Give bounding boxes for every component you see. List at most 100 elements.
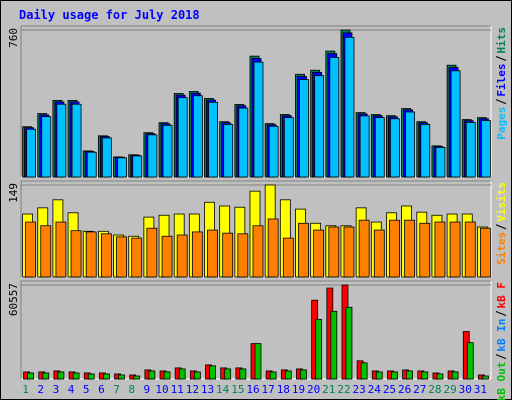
bar xyxy=(72,372,80,380)
bar xyxy=(406,370,414,380)
x-tick-label: 22 xyxy=(337,383,350,396)
x-tick-label: 12 xyxy=(186,383,199,396)
legend-separator xyxy=(495,224,507,230)
bar xyxy=(345,306,353,380)
bar xyxy=(131,237,143,278)
bar xyxy=(373,229,385,278)
bar xyxy=(117,157,127,178)
bar xyxy=(328,226,340,278)
bar xyxy=(282,237,294,278)
bar xyxy=(391,371,398,380)
bar xyxy=(223,123,234,178)
bar xyxy=(71,103,82,178)
legend-label: Hits xyxy=(495,27,508,54)
bar xyxy=(191,231,203,278)
x-tick-label: 11 xyxy=(171,383,184,396)
x-tick-label: 19 xyxy=(292,383,305,396)
bar xyxy=(100,233,112,278)
bar xyxy=(480,227,491,278)
bar xyxy=(148,370,156,380)
x-tick-label: 29 xyxy=(443,383,456,396)
x-tick-label: 16 xyxy=(246,383,259,396)
bar xyxy=(193,371,201,380)
x-tick-label: 1 xyxy=(22,383,29,396)
bar xyxy=(269,371,277,380)
bar xyxy=(57,371,65,380)
x-tick-label: 7 xyxy=(113,383,120,396)
x-tick-label: 25 xyxy=(383,383,396,396)
legend-label: Sites xyxy=(495,232,508,265)
legend-label: kB F xyxy=(495,282,508,309)
bar xyxy=(389,219,400,278)
y-tick-label: 60557 xyxy=(7,283,20,316)
bar xyxy=(55,221,67,278)
bar xyxy=(466,342,474,380)
bar xyxy=(86,151,97,178)
bar xyxy=(481,120,491,178)
legend: Sites Visits xyxy=(495,182,508,265)
x-tick-label: 26 xyxy=(398,383,411,396)
bar xyxy=(208,101,218,178)
x-tick-label: 17 xyxy=(262,383,275,396)
bar xyxy=(192,95,203,178)
bar xyxy=(420,123,431,178)
bar xyxy=(25,221,36,278)
bar xyxy=(329,57,340,178)
bar xyxy=(482,375,489,380)
bar xyxy=(85,231,97,278)
bar xyxy=(360,362,368,380)
bar xyxy=(419,222,431,278)
bar xyxy=(102,373,110,380)
bar xyxy=(252,225,264,278)
bar xyxy=(314,75,325,178)
bar xyxy=(283,117,294,178)
x-tick-label: 14 xyxy=(216,383,230,396)
bar xyxy=(465,122,476,178)
legend-label: kB Out xyxy=(495,362,508,400)
legend-separator xyxy=(495,56,507,61)
bar xyxy=(161,235,173,278)
x-tick-label: 2 xyxy=(37,383,44,396)
bar xyxy=(374,117,385,178)
x-tick-label: 18 xyxy=(277,383,290,396)
bar xyxy=(133,375,141,380)
bar xyxy=(207,229,218,278)
legend-separator xyxy=(495,354,507,360)
bar xyxy=(313,229,325,278)
bar xyxy=(101,137,112,178)
bar xyxy=(284,370,292,380)
bar xyxy=(176,234,188,278)
bar xyxy=(42,372,50,380)
bar xyxy=(435,147,446,178)
bar xyxy=(298,222,309,278)
bar xyxy=(26,128,36,178)
bar xyxy=(359,115,370,178)
bar xyxy=(163,371,171,380)
bar xyxy=(450,70,461,178)
x-tick-label: 20 xyxy=(307,383,320,396)
bar xyxy=(162,124,173,178)
x-tick-label: 28 xyxy=(428,383,441,396)
bar xyxy=(238,107,249,178)
x-tick-label: 31 xyxy=(474,383,487,396)
legend-label: Pages xyxy=(495,107,508,140)
bar xyxy=(209,365,216,380)
bar xyxy=(405,111,416,178)
x-tick-label: 8 xyxy=(128,383,135,396)
legend: Pages Files Hits xyxy=(495,27,508,140)
legend-separator xyxy=(495,311,507,316)
x-tick-label: 15 xyxy=(231,383,244,396)
x-tick-label: 9 xyxy=(144,383,151,396)
bar xyxy=(375,371,383,380)
bar xyxy=(449,221,461,278)
bar xyxy=(390,118,400,178)
legend-label: Visits xyxy=(495,182,508,222)
bar xyxy=(224,368,232,380)
bar xyxy=(177,97,188,178)
bar xyxy=(222,232,234,278)
bar xyxy=(330,310,338,380)
bar xyxy=(27,372,34,380)
bar xyxy=(87,373,95,380)
chart-title: Daily usage for July 2018 xyxy=(19,8,200,22)
